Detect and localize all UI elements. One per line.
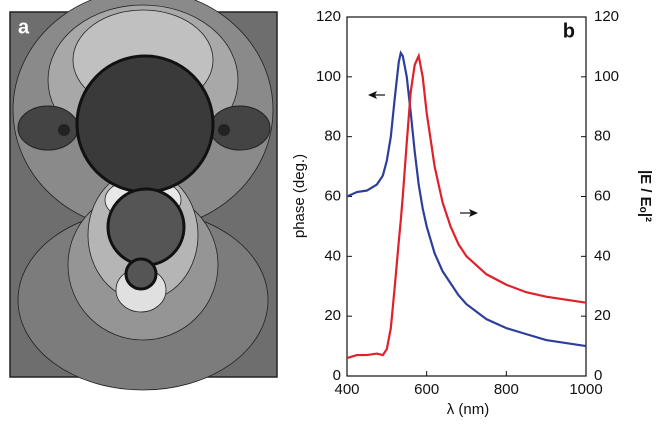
- y-tick-label: 20: [324, 307, 341, 324]
- y-tick-label: 0: [333, 367, 341, 384]
- y-tick-label: 80: [324, 128, 341, 145]
- y-tick-label: 100: [316, 68, 341, 85]
- x-tick-label: 600: [414, 381, 439, 398]
- y-axis-label: phase (deg.): [291, 154, 308, 238]
- y2-tick-label: 60: [594, 187, 611, 204]
- panel-label: b: [563, 20, 575, 42]
- y2-tick-label: 20: [594, 307, 611, 324]
- sphere: [106, 187, 186, 267]
- y-tick-label: 60: [324, 187, 341, 204]
- series-line: [346, 50, 587, 348]
- y2-tick-label: 40: [594, 247, 611, 264]
- panel-a: a: [9, 0, 278, 391]
- y2-axis-label: |E / Eₒ|²: [637, 170, 654, 222]
- panel-b: b λ (nm) phase (deg.) |E / Eₒ|² 400 600 80…: [291, 8, 654, 418]
- x-tick-label: 400: [334, 381, 359, 398]
- arrow-left: [368, 91, 385, 99]
- x-tick-label: 1000: [569, 381, 602, 398]
- y-tick-label: 120: [316, 8, 341, 25]
- y-tick-label: 40: [324, 247, 341, 264]
- series-line: [346, 52, 587, 360]
- panel-label: a: [18, 16, 30, 38]
- y2-tick-label: 0: [594, 367, 602, 384]
- x-axis-label: λ (nm): [447, 401, 490, 418]
- hotspot: [218, 124, 230, 136]
- y2-tick-label: 80: [594, 128, 611, 145]
- sphere: [75, 54, 215, 194]
- x-tick-label: 800: [494, 381, 519, 398]
- hotspot: [58, 124, 70, 136]
- arrow-right: [460, 209, 478, 217]
- y2-tick-label: 100: [594, 68, 619, 85]
- sphere: [124, 257, 158, 291]
- y2-tick-label: 120: [594, 8, 619, 25]
- plot-frame: [346, 16, 587, 377]
